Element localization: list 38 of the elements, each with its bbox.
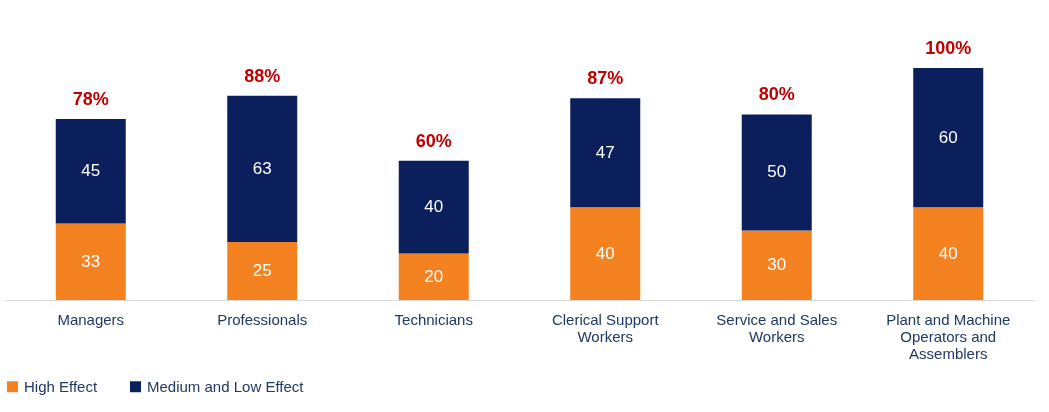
data-label: 50 bbox=[767, 162, 787, 182]
bar bbox=[398, 253, 469, 300]
bar bbox=[741, 230, 812, 300]
data-label: 40 bbox=[595, 243, 615, 263]
bar bbox=[55, 223, 126, 300]
data-label: 60 bbox=[938, 127, 958, 147]
total-label: 88% bbox=[244, 65, 281, 86]
data-label: 45 bbox=[81, 161, 101, 181]
bar bbox=[227, 242, 298, 300]
legend-label: High Effect bbox=[24, 377, 98, 395]
bar bbox=[227, 95, 298, 242]
x-tick-label: Clerical Support Workers bbox=[551, 310, 660, 345]
total-label: 78% bbox=[72, 89, 109, 110]
x-tick-label: Professionals bbox=[217, 310, 308, 328]
data-label: 33 bbox=[81, 251, 101, 271]
bar bbox=[55, 119, 126, 224]
x-tick-label: Service and Sales Workers bbox=[716, 310, 838, 345]
total-label: 100% bbox=[925, 38, 972, 58]
data-label: 40 bbox=[938, 243, 958, 263]
bar bbox=[398, 160, 469, 254]
total-label: 87% bbox=[587, 68, 624, 89]
bar bbox=[570, 207, 641, 300]
data-label: 30 bbox=[767, 255, 787, 275]
legend-label: Medium and Low Effect bbox=[147, 377, 305, 395]
bar bbox=[913, 207, 984, 300]
x-tick-label: Plant and Machine Operators and Assemblers bbox=[886, 310, 1011, 362]
data-label: 40 bbox=[424, 197, 444, 217]
bar bbox=[741, 114, 812, 231]
x-tick-label: Technicians bbox=[394, 310, 473, 328]
data-label: 47 bbox=[595, 142, 615, 162]
data-label: 20 bbox=[424, 266, 444, 286]
total-label: 80% bbox=[758, 84, 795, 105]
bar bbox=[570, 98, 641, 208]
bar bbox=[913, 68, 984, 208]
data-label: 25 bbox=[252, 261, 272, 280]
data-label: 63 bbox=[252, 158, 272, 178]
total-label: 60% bbox=[415, 130, 452, 151]
x-tick-label: Managers bbox=[57, 310, 125, 328]
